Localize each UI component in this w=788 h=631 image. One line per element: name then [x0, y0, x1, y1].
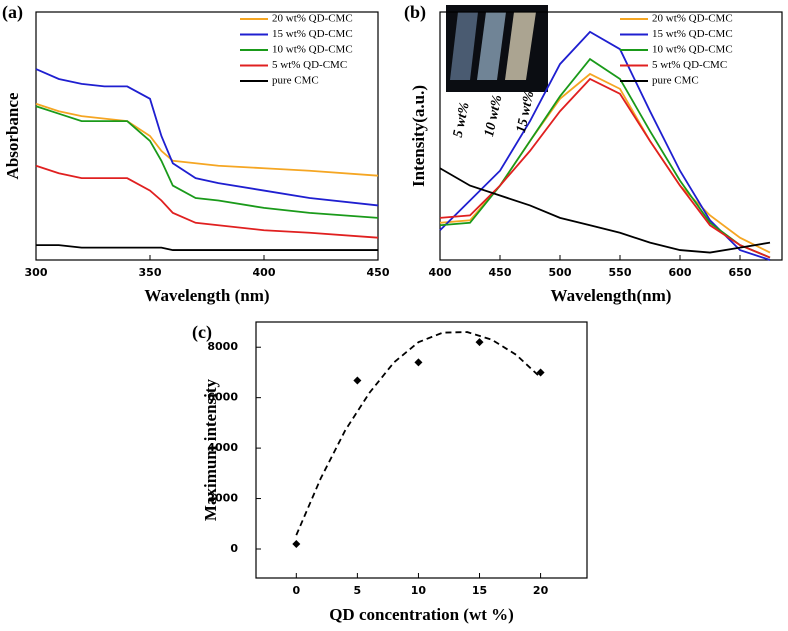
data-line	[35, 164, 379, 239]
legend-label: 20 wt% QD-CMC	[272, 13, 353, 25]
plot-frame	[255, 321, 588, 579]
panel-label: (b)	[404, 2, 426, 23]
x-tick-label: 15	[472, 584, 487, 597]
y-axis-label: Absorbance	[3, 92, 22, 179]
legend-label: pure CMC	[272, 75, 319, 87]
x-tick-label: 300	[25, 266, 48, 279]
x-tick-label: 500	[549, 266, 572, 279]
film-strip	[477, 12, 506, 80]
data-line	[35, 68, 379, 207]
plot-frame	[35, 11, 379, 261]
data-line	[36, 244, 378, 251]
legend-label: 15 wt% QD-CMC	[652, 28, 733, 40]
x-tick-label: 450	[367, 266, 390, 279]
x-axis-label: QD concentration (wt %)	[329, 605, 514, 624]
legend-label: pure CMC	[652, 75, 699, 87]
y-axis-label: Maximum intensity	[201, 378, 220, 521]
x-tick-label: 5	[354, 584, 362, 597]
legend-label: 10 wt% QD-CMC	[272, 44, 353, 56]
data-line	[439, 167, 771, 254]
x-tick-label: 550	[609, 266, 632, 279]
x-tick-label: 600	[669, 266, 692, 279]
data-point	[414, 358, 423, 367]
legend-label: 15 wt% QD-CMC	[272, 28, 353, 40]
x-tick-label: 0	[292, 584, 300, 597]
x-axis-label: Wavelength (nm)	[144, 286, 269, 305]
plot-frame	[439, 11, 783, 261]
legend-label: 5 wt% QD-CMC	[652, 59, 727, 71]
x-axis-label: Wavelength(nm)	[551, 286, 672, 305]
y-tick-label: 2000	[207, 492, 238, 505]
x-tick-label: 650	[729, 266, 752, 279]
film-strip	[450, 12, 478, 80]
y-axis-label: Intensity(a.u.)	[409, 85, 428, 187]
y-tick-label: 4000	[207, 441, 238, 454]
y-tick-label: 6000	[207, 391, 238, 404]
data-point	[353, 376, 362, 385]
x-tick-label: 20	[533, 584, 549, 597]
x-tick-label: 10	[411, 584, 427, 597]
data-point	[292, 539, 301, 548]
legend-label: 10 wt% QD-CMC	[652, 44, 733, 56]
legend-label: 5 wt% QD-CMC	[272, 59, 347, 71]
data-point	[536, 368, 545, 377]
x-tick-label: 450	[489, 266, 512, 279]
annotation: 10 wt%	[482, 94, 505, 139]
data-line	[35, 105, 379, 219]
fit-curve	[295, 331, 542, 536]
data-point	[475, 338, 484, 347]
film-strip	[505, 12, 536, 80]
data-line	[439, 30, 771, 261]
data-line	[439, 77, 771, 259]
y-tick-label: 8000	[207, 340, 238, 353]
data-line	[35, 102, 379, 177]
x-tick-label: 400	[429, 266, 452, 279]
y-tick-label: 0	[230, 542, 238, 555]
legend-label: 20 wt% QD-CMC	[652, 13, 733, 25]
x-tick-label: 350	[139, 266, 162, 279]
panel-label: (a)	[2, 2, 23, 23]
x-tick-label: 400	[253, 266, 276, 279]
panel-label: (c)	[192, 322, 212, 343]
annotation: 5 wt%	[451, 101, 473, 139]
